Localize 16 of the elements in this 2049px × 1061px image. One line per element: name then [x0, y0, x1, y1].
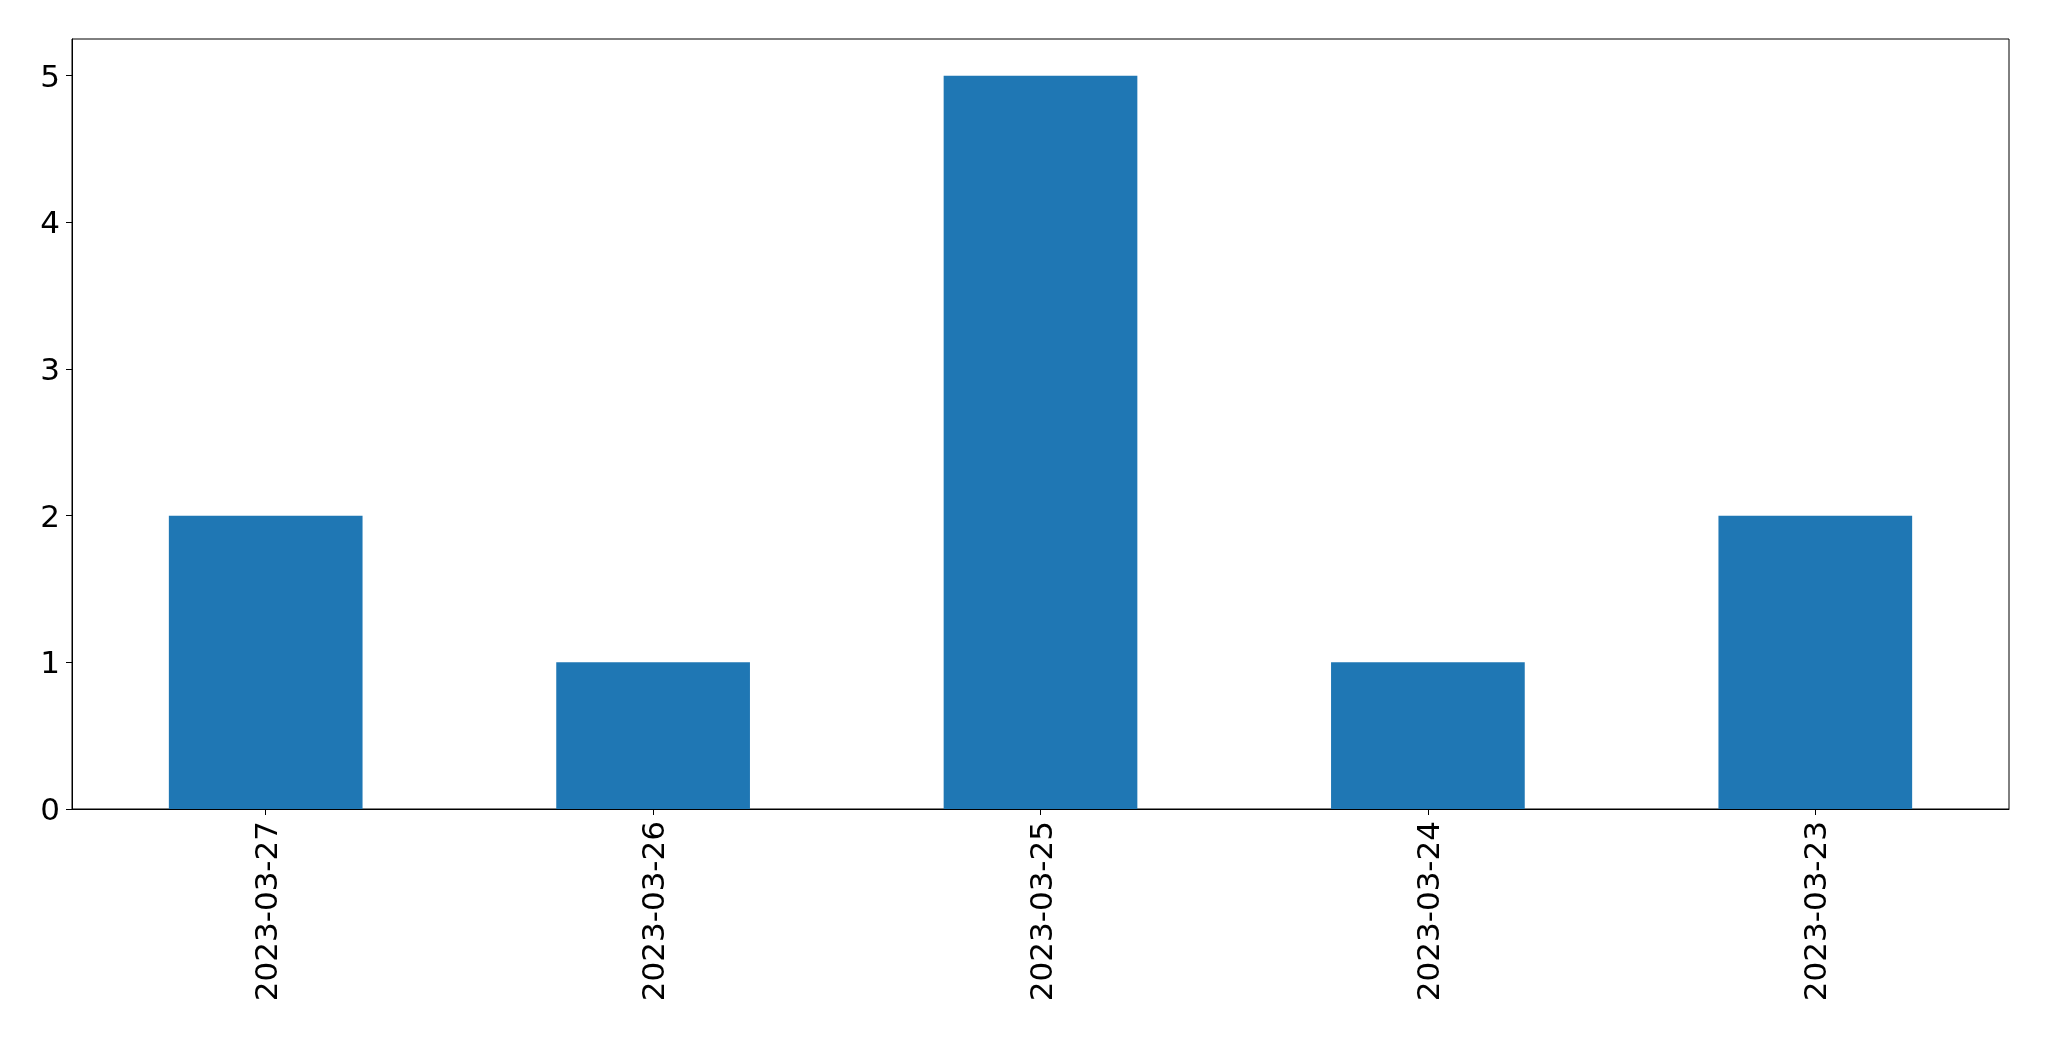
y-tick-label: 1: [40, 644, 60, 681]
y-tick-label: 0: [40, 791, 60, 827]
bar: [556, 662, 750, 809]
x-tick-label: 2023-03-23: [1797, 821, 1834, 1002]
x-tick-label: 2023-03-25: [1022, 821, 1059, 1002]
bar: [168, 515, 363, 809]
bar: [1331, 662, 1525, 809]
y-tick-label: 4: [40, 204, 60, 241]
x-tick-label: 2023-03-26: [635, 821, 672, 1002]
bar: [943, 75, 1138, 809]
y-tick-label: 5: [40, 57, 60, 94]
y-tick-label: 3: [40, 351, 60, 387]
x-tick-label: 2023-03-27: [247, 821, 284, 1002]
y-tick-label: 2: [40, 497, 60, 534]
x-tick-label: 2023-03-24: [1409, 821, 1446, 1002]
bar: [1718, 515, 1913, 809]
